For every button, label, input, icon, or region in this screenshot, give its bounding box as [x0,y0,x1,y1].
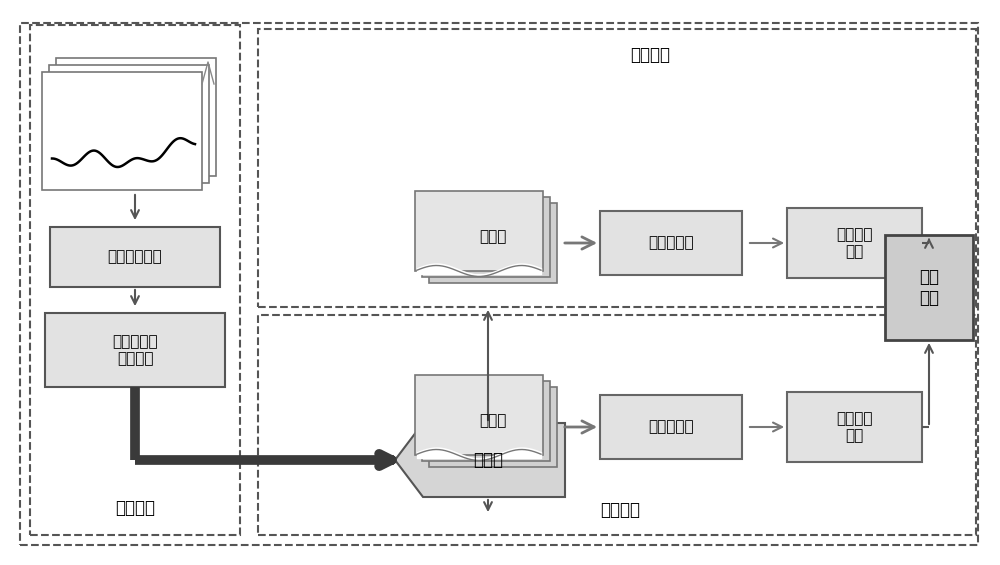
Text: 训练集: 训练集 [479,229,507,245]
Text: 特征波长
提取: 特征波长 提取 [836,227,873,259]
Text: 预测
模型: 预测 模型 [919,268,939,307]
Polygon shape [395,423,565,497]
Text: 光谱预处理: 光谱预处理 [648,419,694,434]
Text: 数据集: 数据集 [473,451,503,469]
Bar [258,29,976,307]
Bar [422,381,550,461]
Bar [30,25,240,535]
Text: 测试集: 测试集 [479,414,507,428]
Text: 特征波长
提取: 特征波长 提取 [836,411,873,443]
Bar [50,227,220,287]
Bar [787,392,922,462]
Bar [600,395,742,459]
Bar [422,197,550,277]
Text: 光谱数据采集: 光谱数据采集 [108,250,162,264]
Bar [415,375,543,455]
Bar [42,72,202,190]
Bar [429,203,557,283]
Bar [258,315,976,535]
Bar [56,58,216,176]
Bar [429,387,557,467]
Bar [45,313,225,387]
Text: 样本准备: 样本准备 [115,499,155,517]
Text: 异常样本识
别和剔除: 异常样本识 别和剔除 [112,334,158,366]
Bar [600,211,742,275]
Text: 训练模型: 训练模型 [630,46,670,64]
Bar [787,208,922,278]
Text: 光谱预处理: 光谱预处理 [648,236,694,250]
Text: 测试模型: 测试模型 [600,501,640,519]
Bar [49,65,209,183]
Bar [415,191,543,271]
Bar [885,235,973,340]
